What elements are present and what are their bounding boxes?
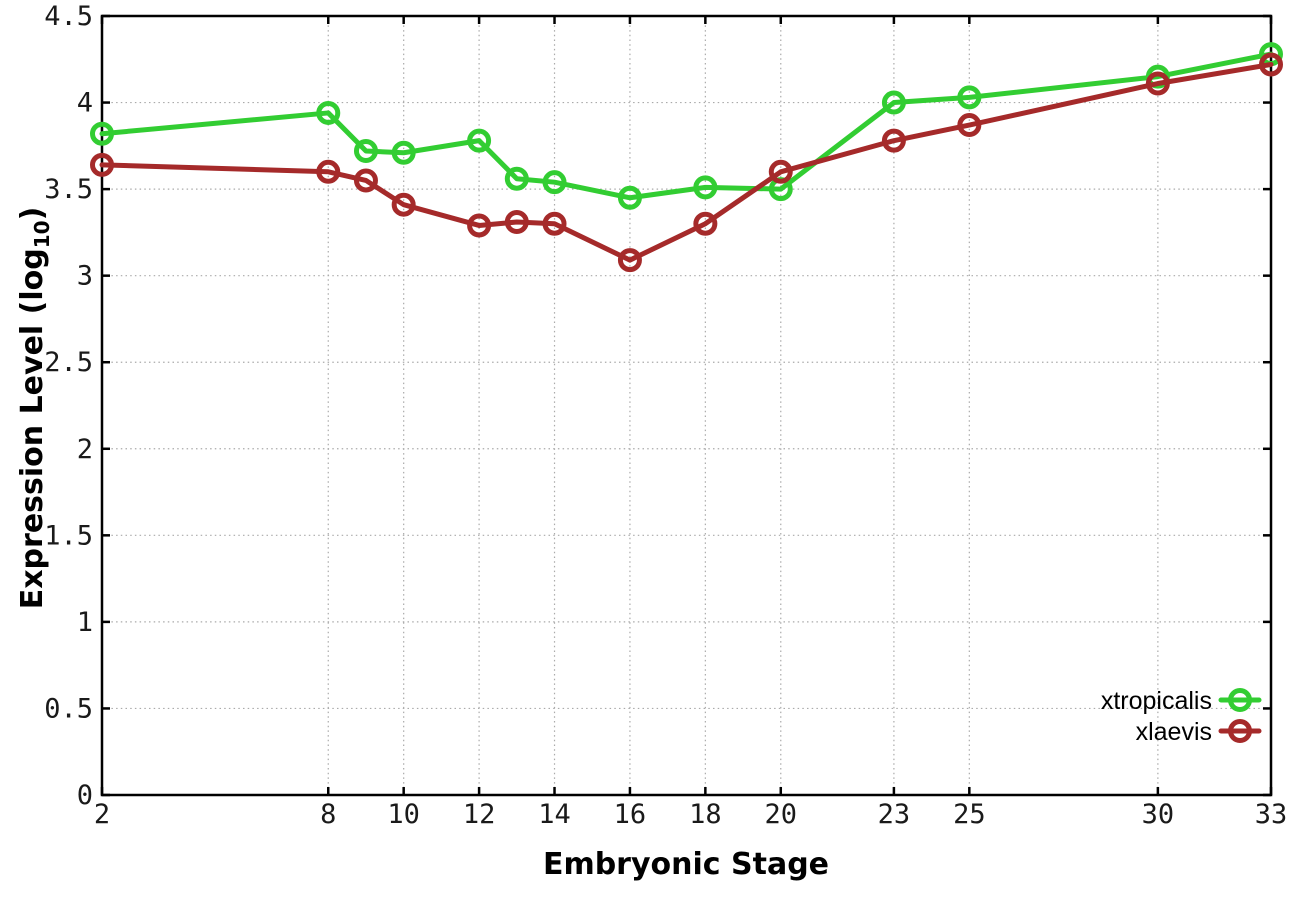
y-axis-tick-label: 3 bbox=[77, 261, 93, 292]
legend-label-xtropicalis: xtropicalis bbox=[1101, 687, 1212, 715]
data-point-xtropicalis bbox=[316, 100, 341, 125]
data-point-xlaevis bbox=[90, 152, 114, 177]
data-point-xlaevis bbox=[1259, 52, 1283, 77]
x-axis-tick-label: 25 bbox=[953, 799, 986, 830]
data-point-xlaevis bbox=[957, 113, 982, 138]
y-axis-tick-label: 4.5 bbox=[44, 1, 93, 32]
series-line-xtropicalis bbox=[99, 51, 1274, 201]
x-axis-tick-label: 12 bbox=[463, 799, 496, 830]
y-axis-tick-label: 2.5 bbox=[44, 347, 93, 378]
x-axis-tick-label: 2 bbox=[94, 799, 110, 830]
data-point-xlaevis bbox=[542, 211, 567, 236]
data-point-xlaevis bbox=[768, 159, 793, 184]
y-axis-tick-label: 3.5 bbox=[44, 174, 93, 205]
y-axis-tick-label: 4 bbox=[77, 88, 93, 119]
data-point-xtropicalis bbox=[617, 185, 642, 210]
data-point-xtropicalis bbox=[391, 140, 416, 165]
series-line-xlaevis bbox=[99, 61, 1274, 263]
x-axis-tick-label: 30 bbox=[1142, 799, 1175, 830]
axis-tick-labels: 2 8 10 12 14 16 18 20 23 25 30 33 0 0.5 1 1.5 2 2.5 3 3.5 4 4… bbox=[44, 1, 1287, 830]
y-axis-tick-label: 0 bbox=[77, 780, 93, 811]
plot-border bbox=[100, 14, 1273, 797]
x-axis-tick-label: 8 bbox=[320, 799, 336, 830]
data-point-xtropicalis bbox=[353, 139, 378, 164]
data-point-xlaevis bbox=[617, 248, 642, 273]
axis-ticks bbox=[100, 14, 1273, 797]
data-point-xlaevis bbox=[1145, 71, 1170, 96]
x-axis-tick-label: 33 bbox=[1255, 799, 1288, 830]
data-point-xlaevis bbox=[316, 159, 341, 184]
data-point-xtropicalis bbox=[504, 166, 529, 191]
data-point-xtropicalis bbox=[542, 170, 567, 195]
x-axis-title: Embryonic Stage bbox=[543, 847, 829, 882]
plot-border-group bbox=[100, 14, 1273, 797]
data-point-xtropicalis bbox=[467, 128, 492, 153]
data-point-xlaevis bbox=[693, 211, 718, 236]
legend-label-xlaevis: xlaevis bbox=[1136, 718, 1212, 746]
y-axis-tick-label: 1.5 bbox=[44, 520, 93, 551]
y-axis-tick-label: 2 bbox=[77, 434, 93, 465]
data-point-xlaevis bbox=[353, 168, 378, 193]
data-point-xtropicalis bbox=[90, 121, 114, 146]
grid-lines bbox=[101, 15, 1272, 796]
x-axis-tick-label: 16 bbox=[614, 799, 647, 830]
legend-marker-xtropicalis bbox=[1228, 688, 1252, 712]
legend-marker-xlaevis bbox=[1228, 719, 1252, 743]
data-point-xlaevis bbox=[881, 128, 906, 153]
y-axis-tick-label: 0.5 bbox=[44, 693, 93, 724]
data-point-xlaevis bbox=[391, 192, 416, 217]
legend: xtropicalis xlaevis bbox=[1101, 687, 1262, 746]
x-axis-tick-label: 18 bbox=[689, 799, 722, 830]
y-axis-title: Expression Level (log10) bbox=[15, 207, 54, 610]
x-axis-tick-label: 20 bbox=[765, 799, 798, 830]
data-point-xtropicalis bbox=[881, 90, 906, 115]
data-series bbox=[90, 42, 1283, 273]
data-point-xlaevis bbox=[467, 213, 492, 238]
x-axis-tick-label: 23 bbox=[878, 799, 911, 830]
data-point-xtropicalis bbox=[957, 85, 982, 110]
x-axis-tick-label: 14 bbox=[538, 799, 571, 830]
x-axis-tick-label: 10 bbox=[387, 799, 420, 830]
data-point-xtropicalis bbox=[693, 175, 718, 200]
y-axis-tick-label: 1 bbox=[77, 607, 93, 638]
data-point-xlaevis bbox=[504, 210, 529, 235]
